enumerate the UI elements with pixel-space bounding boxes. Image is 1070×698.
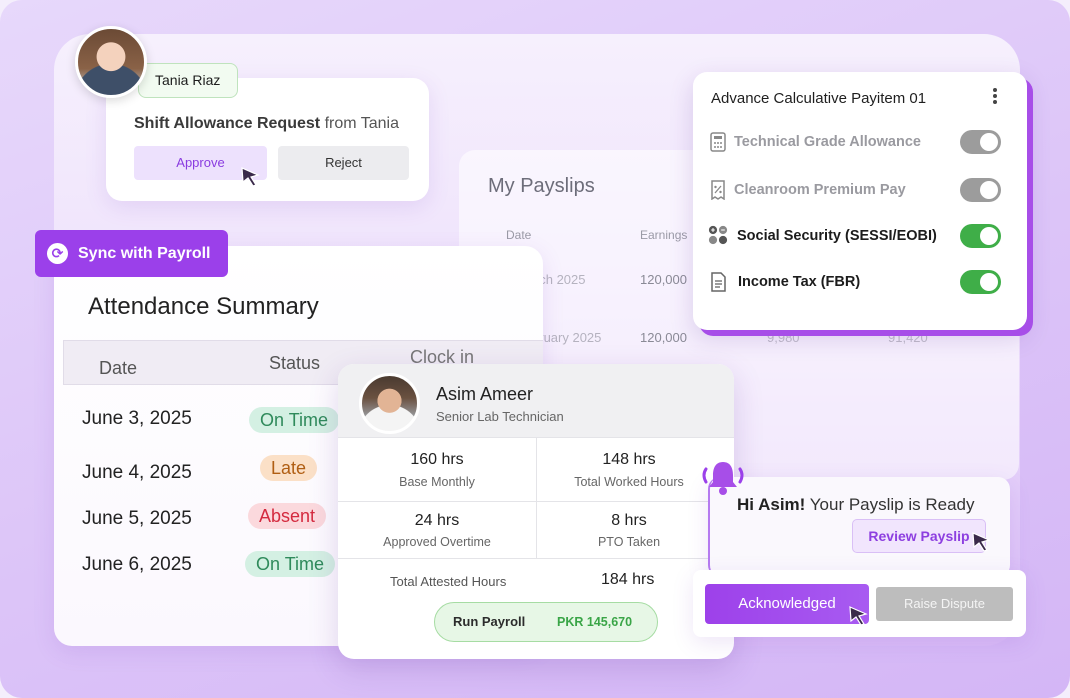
cursor-icon <box>972 532 991 552</box>
shift-request-card: Shift Allowance Request from Tania Appro… <box>106 78 429 201</box>
payslips-header-date: Date <box>506 228 532 242</box>
payslips-title: My Payslips <box>488 175 595 197</box>
run-payroll-button[interactable]: Run Payroll PKR 145,670 <box>434 602 658 642</box>
attendance-row-date: June 6, 2025 <box>82 554 192 575</box>
cleanroom-premium-toggle[interactable] <box>960 178 1001 202</box>
document-icon <box>711 272 726 292</box>
total-hours-value: 184 hrs <box>601 571 655 588</box>
divider <box>338 558 734 559</box>
run-payroll-label: Run Payroll <box>453 614 526 629</box>
attendance-header-clockin: Clock in <box>410 347 475 367</box>
attendance-row-date: June 5, 2025 <box>82 508 192 529</box>
cursor-icon <box>849 606 868 626</box>
payitem-label: Cleanroom Premium Pay <box>734 182 906 198</box>
status-badge: Late <box>260 455 318 481</box>
employee-name: Asim Ameer <box>436 384 534 404</box>
payslip-row-earnings: 120,000 <box>640 330 687 345</box>
income-tax-toggle[interactable] <box>960 270 1001 294</box>
avatar <box>75 26 147 98</box>
attendance-title: Attendance Summary <box>88 293 319 320</box>
stat-value: 8 hrs <box>611 512 647 529</box>
notification-text: Your Payslip is Ready <box>809 495 975 514</box>
payslips-header-earnings: Earnings <box>640 228 688 242</box>
sync-icon: ⟳ <box>47 243 68 264</box>
advance-payitem-title: Advance Calculative Payitem 01 <box>711 90 927 107</box>
bell-icon <box>702 462 744 495</box>
attendance-row-date: June 3, 2025 <box>82 408 192 429</box>
status-badge: On Time <box>249 407 340 433</box>
avatar <box>359 373 420 434</box>
stat-label: Approved Overtime <box>383 535 491 549</box>
advance-payitem-card: Advance Calculative Payitem 01 Technical… <box>693 72 1027 330</box>
payslip-notification: Hi Asim! Your Payslip is Ready Review Pa… <box>708 477 1010 577</box>
notification-message: Hi Asim! Your Payslip is Ready <box>737 495 975 515</box>
raise-dispute-button[interactable]: Raise Dispute <box>876 587 1013 621</box>
employee-role: Senior Lab Technician <box>436 409 564 424</box>
attendance-header-status: Status <box>269 353 321 373</box>
math-operators-icon <box>708 225 728 245</box>
attendance-row-date: June 4, 2025 <box>82 462 192 483</box>
shift-request-from: from Tania <box>324 115 399 132</box>
more-options-icon[interactable] <box>990 86 1000 108</box>
technical-grade-toggle[interactable] <box>960 130 1001 154</box>
social-security-toggle[interactable] <box>960 224 1001 248</box>
attendance-header-row: Date Status Clock in <box>63 340 543 385</box>
sync-with-payroll-button[interactable]: ⟳ Sync with Payroll <box>35 230 228 277</box>
payitem-label: Technical Grade Allowance <box>734 134 921 150</box>
calculator-icon <box>710 132 726 152</box>
run-payroll-amount: PKR 145,670 <box>557 615 633 629</box>
receipt-percent-icon <box>711 180 725 200</box>
employee-card: Asim Ameer Senior Lab Technician 160 hrs… <box>338 364 734 659</box>
notification-greeting: Hi Asim! <box>737 495 806 514</box>
reject-button[interactable]: Reject <box>278 146 409 180</box>
total-hours-label: Total Attested Hours <box>390 574 507 589</box>
acknowledged-button[interactable]: Acknowledged <box>705 584 869 624</box>
stat-value: 24 hrs <box>414 512 460 529</box>
stat-value: 160 hrs <box>410 451 464 468</box>
payitem-label: Income Tax (FBR) <box>738 274 861 290</box>
divider <box>536 437 537 558</box>
payslip-row-net: 91,420 <box>888 330 928 345</box>
shift-request-title: Shift Allowance Request from Tania <box>134 115 399 133</box>
stat-value: 148 hrs <box>602 451 656 468</box>
shift-request-type: Shift Allowance Request <box>134 115 321 132</box>
cursor-icon <box>241 167 260 187</box>
sync-label: Sync with Payroll <box>78 245 211 262</box>
status-badge: Absent <box>248 503 327 529</box>
payitem-label: Social Security (SESSI/EOBI) <box>737 228 937 244</box>
stat-label: Total Worked Hours <box>574 475 684 489</box>
payslip-row-earnings: 120,000 <box>640 272 687 287</box>
review-payslip-button[interactable]: Review Payslip <box>852 519 986 553</box>
status-badge: On Time <box>245 551 336 577</box>
stat-label: Base Monthly <box>399 475 475 489</box>
requester-name: Tania Riaz <box>138 63 239 98</box>
stat-label: PTO Taken <box>597 535 661 549</box>
acknowledge-card: Acknowledged Raise Dispute <box>693 570 1026 637</box>
attendance-header-date: Date <box>99 358 138 378</box>
payslip-row-deductions: 9,980 <box>767 330 800 345</box>
